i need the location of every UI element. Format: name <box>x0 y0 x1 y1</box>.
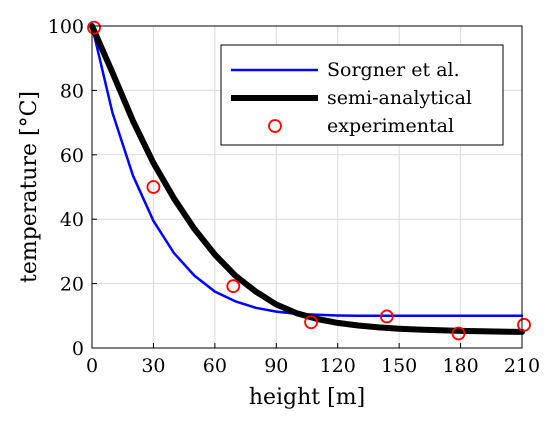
y-tick-label: 80 <box>60 80 84 102</box>
x-tick-label: 120 <box>320 355 356 377</box>
tick-labels: 0 30 60 90 120 150 180 210 0 20 40 60 80 100 <box>48 16 540 377</box>
legend: Sorgner et al. semi-analytical experimen… <box>220 44 504 146</box>
legend-entry-semi-analytical: semi-analytical <box>327 87 472 109</box>
y-tick-label: 40 <box>60 209 84 231</box>
experimental-point <box>146 180 161 194</box>
legend-entry-experimental: experimental <box>327 115 454 137</box>
x-axis-label: height [m] <box>249 385 365 410</box>
legend-entry-sorgner: Sorgner et al. <box>327 59 460 81</box>
y-tick-label: 100 <box>48 16 84 38</box>
plot-frame <box>91 25 523 349</box>
x-tick-label: 30 <box>141 355 165 377</box>
x-tick-label: 210 <box>504 355 540 377</box>
y-axis-label: temperature [°C] <box>17 91 42 283</box>
experimental-point <box>304 315 318 330</box>
experimental-point <box>517 317 531 332</box>
x-tick-label: 60 <box>203 355 227 377</box>
x-tick-label: 180 <box>442 355 478 377</box>
y-tick-label: 20 <box>60 274 84 296</box>
y-tick-label: 60 <box>60 145 84 167</box>
experimental-point <box>379 309 394 324</box>
x-tick-label: 90 <box>264 355 288 377</box>
experimental-point <box>87 20 101 35</box>
x-tick-label: 0 <box>86 355 98 377</box>
legend-swatch-experimental <box>268 119 282 133</box>
experimental-point <box>451 326 466 341</box>
series-layer <box>87 20 531 341</box>
y-tick-label: 0 <box>72 338 84 360</box>
experimental-point <box>226 279 241 294</box>
x-tick-label: 150 <box>381 355 417 377</box>
semi-analytical-line <box>89 23 525 335</box>
